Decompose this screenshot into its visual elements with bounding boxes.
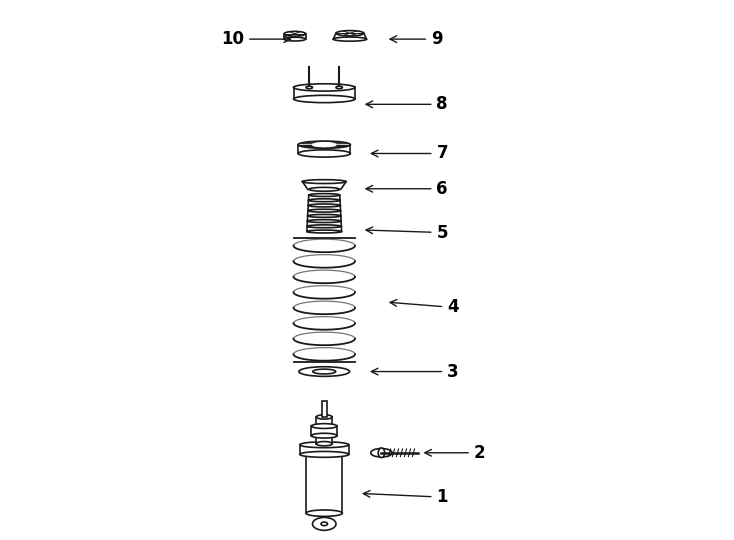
- Ellipse shape: [313, 517, 336, 530]
- Ellipse shape: [371, 449, 392, 457]
- Ellipse shape: [316, 442, 333, 446]
- Text: 10: 10: [221, 30, 291, 48]
- Ellipse shape: [306, 510, 343, 516]
- Ellipse shape: [284, 31, 305, 36]
- Text: 3: 3: [371, 362, 459, 381]
- Ellipse shape: [336, 86, 343, 89]
- Ellipse shape: [284, 37, 305, 41]
- Ellipse shape: [299, 367, 349, 376]
- Text: 4: 4: [390, 299, 459, 316]
- Ellipse shape: [336, 31, 364, 36]
- Ellipse shape: [308, 199, 340, 201]
- Ellipse shape: [316, 415, 333, 419]
- Ellipse shape: [378, 448, 385, 457]
- Bar: [311, 426, 337, 436]
- Text: 6: 6: [366, 180, 448, 198]
- Text: 7: 7: [371, 145, 448, 163]
- Bar: [306, 447, 343, 513]
- Text: 5: 5: [366, 224, 448, 241]
- Bar: [321, 401, 327, 417]
- Ellipse shape: [298, 141, 350, 148]
- Ellipse shape: [298, 150, 350, 157]
- Ellipse shape: [306, 86, 313, 89]
- Ellipse shape: [309, 187, 340, 191]
- Ellipse shape: [318, 188, 330, 191]
- Bar: [299, 445, 349, 454]
- Text: 9: 9: [390, 30, 443, 48]
- Ellipse shape: [346, 32, 354, 35]
- Ellipse shape: [302, 180, 346, 184]
- Ellipse shape: [308, 220, 341, 222]
- Ellipse shape: [311, 424, 337, 428]
- Bar: [316, 417, 333, 444]
- Text: 1: 1: [363, 488, 448, 506]
- Ellipse shape: [333, 37, 366, 41]
- Text: 8: 8: [366, 96, 448, 113]
- Ellipse shape: [313, 369, 335, 374]
- Ellipse shape: [306, 443, 343, 450]
- Ellipse shape: [294, 96, 355, 103]
- Ellipse shape: [299, 451, 349, 457]
- Ellipse shape: [318, 86, 331, 89]
- Ellipse shape: [309, 194, 340, 197]
- Ellipse shape: [299, 442, 349, 448]
- Ellipse shape: [308, 209, 341, 212]
- Ellipse shape: [308, 204, 341, 207]
- Ellipse shape: [294, 84, 355, 91]
- Text: 2: 2: [425, 444, 485, 462]
- Ellipse shape: [307, 225, 341, 228]
- Ellipse shape: [311, 433, 337, 438]
- Ellipse shape: [308, 214, 341, 217]
- Ellipse shape: [307, 230, 341, 233]
- Ellipse shape: [291, 32, 298, 35]
- Ellipse shape: [321, 522, 327, 525]
- Ellipse shape: [313, 144, 336, 146]
